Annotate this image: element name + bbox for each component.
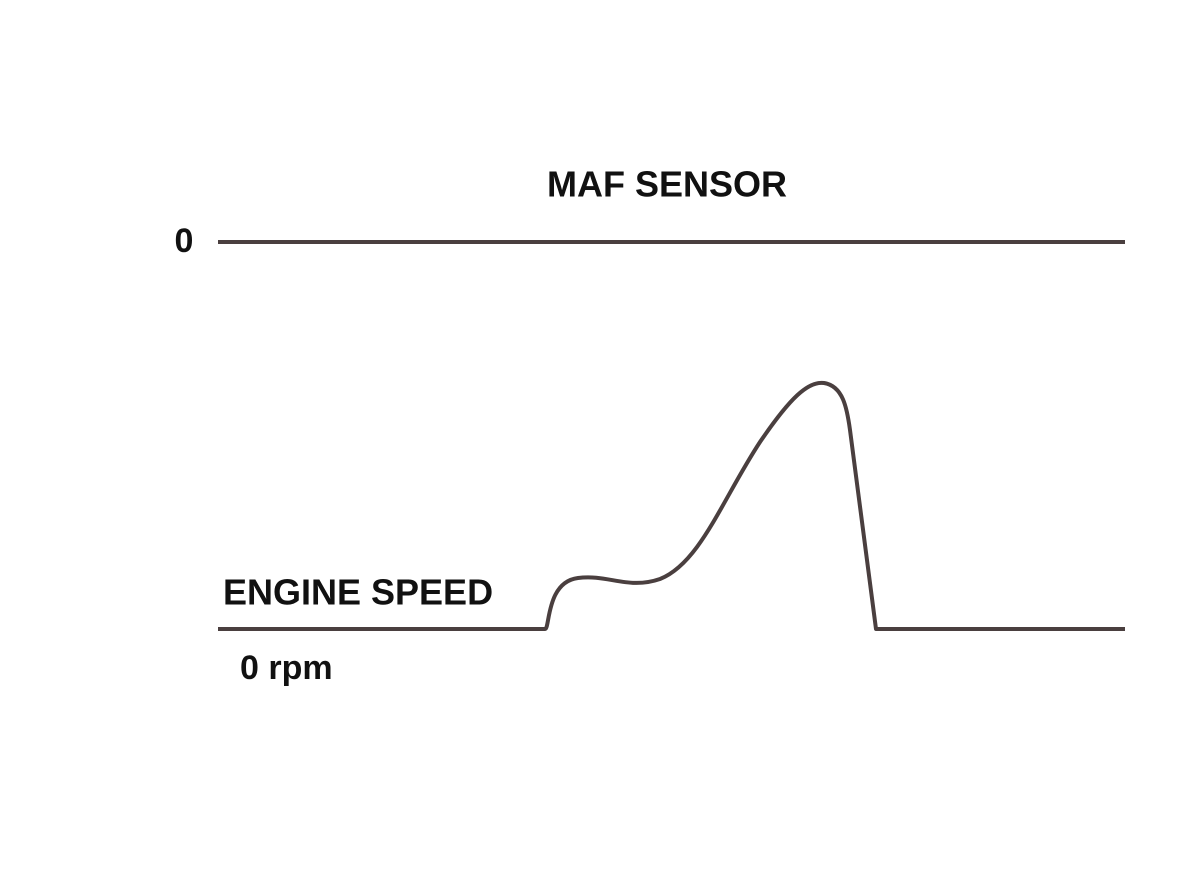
engine-zero-label: 0 rpm bbox=[240, 649, 333, 687]
engine-trace bbox=[218, 380, 1125, 631]
maf-zero-label: 0 bbox=[175, 222, 194, 260]
diagram-title: MAF SENSOR bbox=[547, 164, 787, 205]
engine-label: ENGINE SPEED bbox=[223, 572, 493, 613]
